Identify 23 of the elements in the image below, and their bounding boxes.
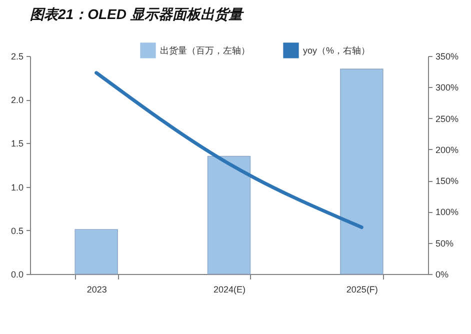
y2-tick-label: 100% — [436, 207, 459, 218]
y-tick-label: 0.5 — [10, 226, 24, 236]
x-tick-label: 2025(F) — [346, 284, 378, 294]
y2-tick-label: 200% — [436, 144, 459, 155]
y2-tick-label: 150% — [436, 176, 459, 186]
y-tick-label: 2.0 — [10, 95, 24, 106]
bar — [340, 68, 384, 274]
x-tick-label: 2023 — [86, 284, 107, 294]
legend-label: 出货量（百万，左轴） — [160, 45, 250, 56]
legend-label: yoy（%，右轴） — [303, 45, 370, 56]
bar — [74, 229, 118, 274]
bar — [207, 156, 251, 274]
y2-tick-label: 300% — [436, 82, 459, 93]
y-tick-label: 1.0 — [10, 182, 24, 192]
y-tick-label: 1.5 — [10, 138, 24, 149]
y2-tick-label: 250% — [436, 114, 459, 124]
y2-tick-label: 350% — [436, 52, 459, 62]
y-tick-label: 2.5 — [10, 52, 24, 62]
x-tick-label: 2024(E) — [213, 284, 246, 294]
y2-tick-label: 50% — [436, 238, 454, 248]
chart-title: 图表21：OLED 显示器面板出货量 — [30, 6, 244, 22]
y2-tick-label: 0% — [436, 270, 449, 280]
y-tick-label: 0.0 — [10, 270, 24, 280]
